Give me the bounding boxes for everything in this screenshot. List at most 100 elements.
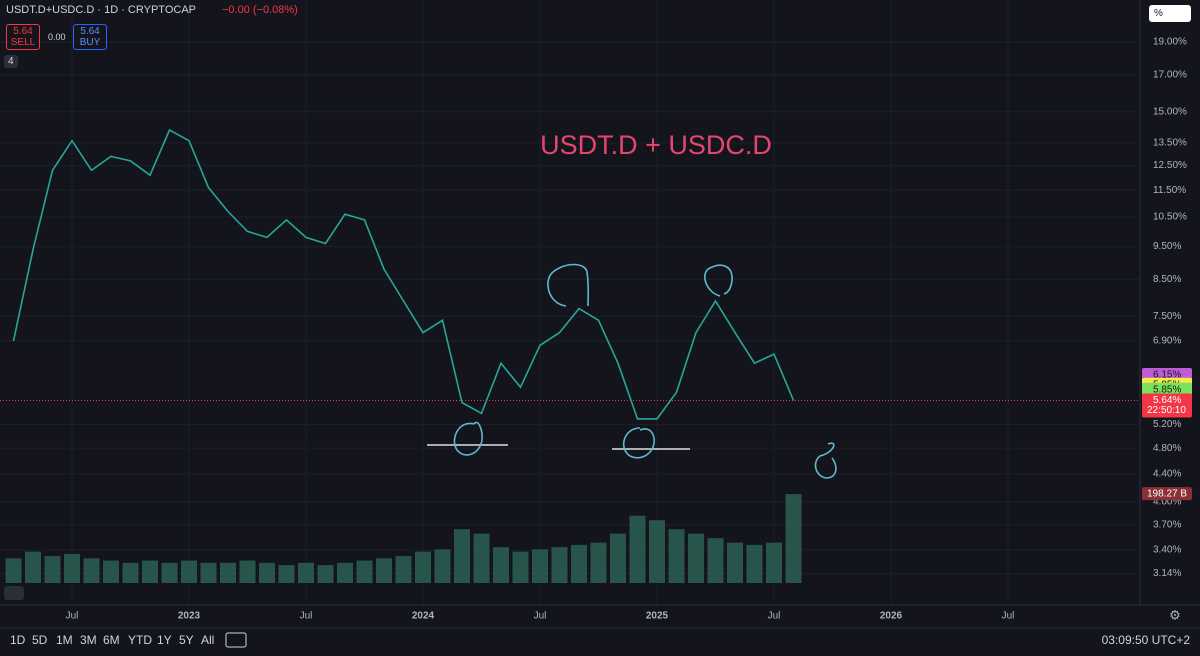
sell-button[interactable]: 5.64 SELL — [6, 24, 40, 50]
countdown: 22:50:10 — [1147, 405, 1186, 416]
volume-bar — [142, 560, 158, 583]
scale-mode[interactable]: % — [1149, 5, 1191, 22]
volume-bar — [376, 558, 392, 583]
volume-bar — [356, 560, 373, 583]
volume-bar — [649, 520, 665, 583]
timeframe-button[interactable]: 5D — [32, 633, 48, 647]
volume-bar — [707, 538, 724, 583]
x-tick-label: 2025 — [646, 611, 669, 622]
volume-bar — [746, 544, 763, 583]
price-tag-label: 6.15% — [1153, 370, 1181, 381]
price-change: −0.00 (−0.08%) — [222, 4, 298, 16]
timeframe-button[interactable]: 1D — [10, 633, 26, 647]
timeframe-button[interactable]: YTD — [128, 633, 152, 647]
circle-drawing — [547, 263, 590, 307]
volume-bar — [239, 560, 256, 583]
x-tick-label: Jul — [534, 611, 547, 622]
volume-bar — [493, 547, 509, 583]
volume-bar — [220, 562, 236, 583]
y-tick-label: 19.00% — [1153, 37, 1187, 48]
x-tick-label: 2023 — [178, 611, 201, 622]
y-tick-label: 6.90% — [1153, 336, 1181, 347]
y-tick-label: 3.14% — [1153, 568, 1181, 579]
volume-tag — [1142, 487, 1192, 501]
volume-bar — [83, 558, 100, 583]
price-tag-label: 5.64% — [1153, 395, 1181, 406]
volume-bar — [200, 562, 217, 583]
volume-bar — [5, 558, 22, 583]
y-tick-label: 4.40% — [1153, 468, 1181, 479]
drawings — [427, 263, 837, 479]
timeframe-button[interactable]: 1Y — [157, 633, 172, 647]
volume-bar — [259, 562, 275, 583]
volume-bar — [571, 544, 587, 583]
volume-bar — [298, 562, 314, 583]
volume-bar — [766, 542, 782, 583]
circle-drawing — [814, 442, 837, 479]
price-tag — [1142, 393, 1192, 418]
y-tick-label: 7.50% — [1153, 311, 1181, 322]
y-tick-label: 3.70% — [1153, 520, 1181, 531]
volume-bar — [161, 562, 178, 583]
y-tick-label: 10.50% — [1153, 212, 1187, 223]
volume-bar — [337, 562, 353, 583]
volume-bar — [551, 547, 568, 583]
y-tick-label: 8.50% — [1153, 274, 1181, 285]
timeframe-button[interactable]: All — [201, 633, 215, 647]
y-tick-label: 12.50% — [1153, 160, 1187, 171]
volume-bar — [434, 549, 451, 583]
timeframe-button[interactable]: 5Y — [179, 633, 194, 647]
clock: 03:09:50 UTC+2 — [1101, 633, 1190, 647]
y-tick-label: 13.50% — [1153, 137, 1187, 148]
x-tick-label: Jul — [300, 611, 313, 622]
circle-drawing — [622, 427, 655, 459]
y-tick-label: 5.20% — [1153, 419, 1181, 430]
volume-bar — [122, 562, 139, 583]
buy-price: 5.64 — [80, 26, 100, 37]
x-tick-label: Jul — [66, 611, 79, 622]
volume-bar — [44, 556, 61, 583]
y-tick-label: 4.00% — [1153, 497, 1181, 508]
volume-bar — [512, 551, 529, 583]
volume-bar — [590, 542, 607, 583]
volume-bar — [688, 533, 704, 583]
buy-button[interactable]: 5.64 BUY — [73, 24, 107, 50]
volume-bar — [454, 529, 470, 583]
symbol-title: USDT.D+USDC.D · 1D · CRYPTOCAP — [6, 4, 196, 16]
sell-label: SELL — [10, 37, 36, 48]
x-tick-label: Jul — [768, 611, 781, 622]
price-tag — [1142, 382, 1192, 396]
x-tick-label: 2024 — [412, 611, 435, 622]
y-tick-label: 15.00% — [1153, 106, 1187, 117]
circle-drawing — [453, 421, 483, 456]
volume-bar — [415, 551, 431, 583]
price-tag-label: 5.85% — [1153, 384, 1181, 395]
volume-bar — [181, 560, 197, 583]
volume-bar — [278, 565, 295, 583]
timeframe-button[interactable]: 6M — [103, 633, 120, 647]
volume-bar — [668, 529, 685, 583]
x-tick-label: Jul — [1002, 611, 1015, 622]
timeframe-button[interactable]: 3M — [80, 633, 97, 647]
collapse-button[interactable] — [4, 586, 24, 600]
volume-bar — [785, 494, 802, 583]
y-tick-label: 17.00% — [1153, 69, 1187, 80]
volume-bar — [395, 556, 412, 583]
timeframe-button[interactable]: 1M — [56, 633, 73, 647]
sell-price: 5.64 — [13, 26, 33, 37]
settings-icon[interactable]: ⚙ — [1169, 607, 1181, 622]
volume-bar — [473, 533, 490, 583]
price-tag — [1142, 367, 1192, 381]
volume-bar — [64, 553, 80, 583]
volume-bar — [25, 551, 41, 583]
date-range-icon[interactable] — [225, 632, 247, 648]
x-tick-label: 2026 — [880, 611, 903, 622]
y-tick-label: 11.50% — [1153, 185, 1186, 196]
indicator-count[interactable]: 4 — [4, 55, 18, 68]
y-tick-label: 4.80% — [1153, 443, 1181, 454]
spread: 0.00 — [48, 32, 66, 42]
price-line — [12, 128, 795, 420]
volume-bar — [610, 533, 626, 583]
